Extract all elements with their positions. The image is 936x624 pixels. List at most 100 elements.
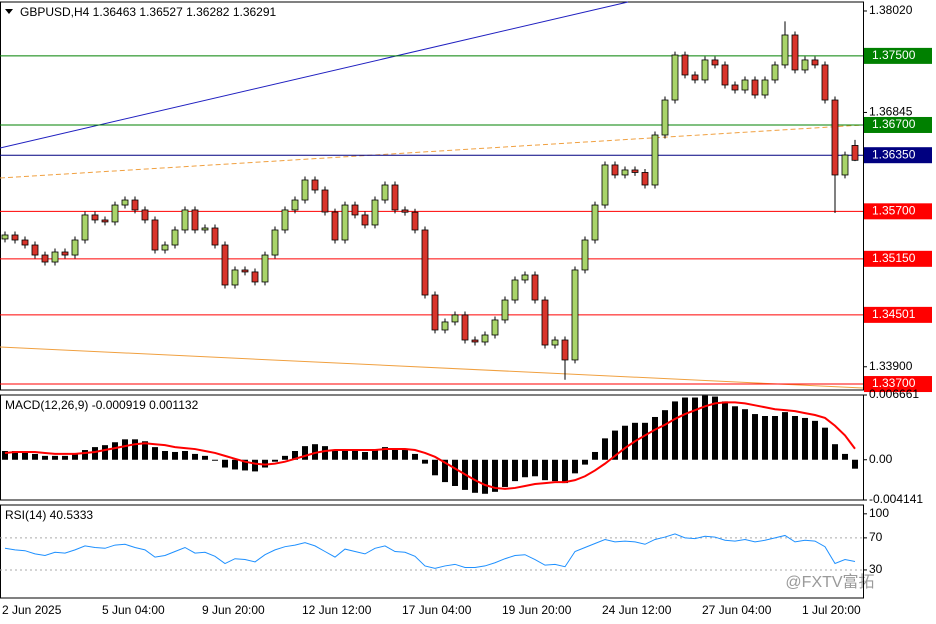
y-tick-label: 0.006661 bbox=[869, 387, 919, 401]
candle-body bbox=[741, 79, 749, 91]
macd-histogram-bar bbox=[222, 459, 228, 468]
x-tick-label: 1 Jul 20:00 bbox=[802, 603, 861, 617]
macd-histogram-bar bbox=[642, 422, 648, 460]
macd-histogram-bar bbox=[592, 451, 598, 460]
y-tick-label: 1.36845 bbox=[869, 105, 913, 119]
macd-histogram-bar bbox=[852, 459, 858, 469]
candle-body bbox=[701, 59, 709, 81]
y-tick-label: 1.33900 bbox=[869, 359, 913, 373]
trendline bbox=[0, 124, 864, 179]
panel bbox=[0, 394, 864, 501]
candle-body bbox=[461, 314, 469, 341]
macd-histogram-bar bbox=[32, 453, 38, 460]
candle-body bbox=[671, 54, 679, 101]
candle-body bbox=[311, 179, 319, 191]
macd-histogram-bar bbox=[582, 459, 588, 465]
macd-histogram-bar bbox=[242, 459, 248, 471]
macd-histogram-bar bbox=[502, 459, 508, 487]
candle-body bbox=[591, 204, 599, 241]
macd-histogram-bar bbox=[542, 459, 548, 481]
level-label-box bbox=[864, 147, 932, 164]
candle-body bbox=[471, 339, 479, 343]
macd-histogram-bar bbox=[662, 410, 668, 460]
macd-histogram-bar bbox=[672, 401, 678, 460]
candle-body bbox=[101, 219, 109, 223]
candle-body bbox=[811, 59, 819, 66]
trendline bbox=[0, 346, 864, 389]
candle-body bbox=[751, 79, 759, 96]
macd-histogram-bar bbox=[382, 447, 388, 460]
menu-triangle[interactable] bbox=[5, 9, 13, 14]
candle-body bbox=[721, 64, 729, 86]
macd-histogram-bar bbox=[722, 401, 728, 460]
candle-body bbox=[851, 145, 859, 161]
candle-body bbox=[821, 64, 829, 101]
level-label-box bbox=[864, 116, 932, 133]
candle-body bbox=[51, 251, 59, 263]
panel-title: RSI(14) 40.5333 bbox=[5, 508, 93, 522]
macd-histogram-bar bbox=[272, 459, 278, 462]
candle-body bbox=[691, 74, 699, 81]
macd-histogram-bar bbox=[562, 459, 568, 484]
macd-histogram-bar bbox=[452, 459, 458, 486]
candle-body bbox=[71, 239, 79, 256]
candle-body bbox=[141, 209, 149, 221]
macd-histogram-bar bbox=[92, 447, 98, 460]
macd-histogram-bar bbox=[442, 459, 448, 483]
candle-body bbox=[451, 314, 459, 323]
macd-histogram-bar bbox=[82, 450, 88, 460]
level-label: 1.36700 bbox=[872, 117, 916, 131]
candle-body bbox=[361, 214, 369, 226]
macd-histogram-bar bbox=[692, 397, 698, 460]
candle-body bbox=[321, 189, 329, 213]
candle-body bbox=[431, 294, 439, 331]
level-label: 1.34501 bbox=[872, 307, 916, 321]
candle-body bbox=[261, 254, 269, 283]
macd-histogram-bar bbox=[12, 450, 18, 460]
x-tick-label: 12 Jun 12:00 bbox=[302, 603, 372, 617]
candle-body bbox=[21, 239, 29, 246]
candle-body bbox=[421, 229, 429, 296]
level-label: 1.37500 bbox=[872, 48, 916, 62]
macd-histogram-bar bbox=[392, 448, 398, 460]
candle-body bbox=[151, 219, 159, 251]
x-tick-label: 17 Jun 04:00 bbox=[402, 603, 472, 617]
candle-body bbox=[201, 227, 209, 231]
candle-body bbox=[771, 64, 779, 81]
trendline bbox=[0, 1, 629, 149]
candle-body bbox=[391, 184, 399, 211]
candle-body bbox=[61, 251, 69, 256]
candle-body bbox=[331, 211, 339, 241]
panel-title: MACD(12,26,9) -0.000919 0.001132 bbox=[5, 398, 199, 412]
macd-histogram-bar bbox=[832, 444, 838, 460]
macd-histogram-bar bbox=[482, 459, 488, 494]
macd-histogram-bar bbox=[52, 455, 58, 460]
candle-body bbox=[681, 54, 689, 76]
level-label-box bbox=[864, 47, 932, 64]
candle-body bbox=[531, 274, 539, 301]
panel-frame bbox=[0, 504, 864, 599]
macd-histogram-bar bbox=[772, 416, 778, 460]
rsi-line bbox=[4, 533, 856, 569]
candle-body bbox=[611, 164, 619, 176]
macd-histogram-bar bbox=[702, 395, 708, 460]
candle-body bbox=[11, 234, 19, 241]
macd-histogram-bar bbox=[112, 442, 118, 460]
candle-body bbox=[41, 254, 49, 263]
x-tick-label: 2 Jun 2025 bbox=[2, 603, 62, 617]
candle-body bbox=[511, 279, 519, 301]
candle-body bbox=[221, 244, 229, 286]
x-tick-label: 24 Jun 12:00 bbox=[602, 603, 672, 617]
macd-histogram-bar bbox=[282, 455, 288, 460]
macd-histogram-bar bbox=[522, 459, 528, 478]
candle-body bbox=[211, 227, 219, 246]
macd-histogram-bar bbox=[842, 453, 848, 460]
macd-histogram-bar bbox=[172, 451, 178, 460]
macd-histogram-bar bbox=[792, 416, 798, 460]
macd-histogram-bar bbox=[302, 446, 308, 460]
macd-histogram-bar bbox=[802, 417, 808, 460]
level-label: 1.35700 bbox=[872, 204, 916, 218]
candle-body bbox=[281, 209, 289, 231]
